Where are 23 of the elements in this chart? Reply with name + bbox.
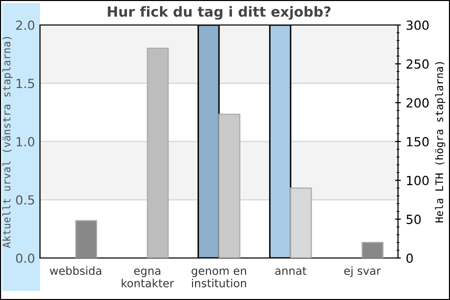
y2-tick-label: 50 bbox=[406, 214, 421, 224]
bar bbox=[146, 48, 169, 258]
chart-title: Hur fick du tag i ditt exjobb? bbox=[108, 6, 330, 20]
y-tick-label: 0.5 bbox=[16, 195, 34, 205]
y-tick-label: 0.0 bbox=[16, 253, 34, 263]
y2-axis-title: Hela LTH (högra staplarna) bbox=[435, 62, 446, 222]
x-tick-label: annat bbox=[275, 266, 306, 275]
y2-tick-label: 150 bbox=[407, 136, 429, 146]
y-tick-label: 2.0 bbox=[16, 20, 34, 30]
y2-tick-label: 200 bbox=[406, 98, 429, 108]
bar bbox=[362, 242, 384, 258]
y-tick-label: 1.0 bbox=[16, 136, 34, 146]
y2-tick-label: 100 bbox=[407, 176, 429, 186]
y2-tick-label: 300 bbox=[406, 20, 429, 30]
y2-tick-label: 0 bbox=[406, 253, 413, 263]
y-axis-title: Aktuellt urval (vänstra staplarna) bbox=[2, 37, 12, 248]
bar bbox=[75, 220, 98, 258]
x-tick-label: genom en institution bbox=[192, 268, 246, 288]
x-tick-label: webbsida bbox=[50, 266, 102, 275]
x-tick-label: ej svar bbox=[344, 266, 381, 278]
x-tick-label: egna kontakter bbox=[122, 268, 174, 288]
y2-tick-label: 250 bbox=[406, 59, 429, 69]
y-tick-label: 1.5 bbox=[16, 78, 34, 88]
